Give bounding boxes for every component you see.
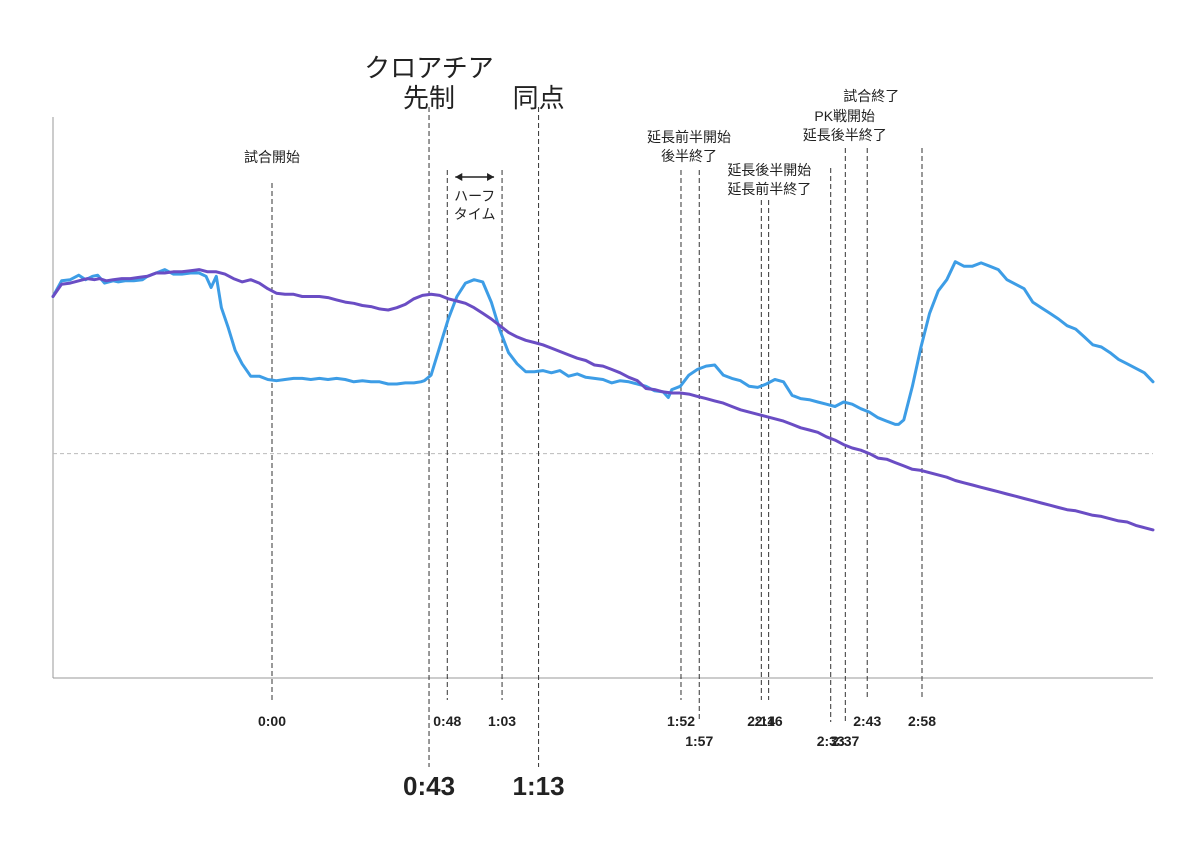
tick-label-4: 1:13 (513, 771, 565, 801)
half-time-label-0: ハーフ (454, 188, 495, 204)
half-time-label-1: タイム (454, 206, 496, 222)
annotation-5-line-1: 延長後半終了 (803, 127, 887, 143)
series-line-0 (51, 260, 1155, 426)
tick-label-1: 0:43 (403, 771, 455, 801)
annotation-3-line-0: 延長前半開始 (647, 129, 731, 145)
tick-label-3: 1:03 (488, 713, 516, 729)
tick-label-10: 2:37 (831, 733, 859, 749)
tick-label-11: 2:43 (853, 713, 881, 729)
event-markers: 0:00 0:43 0:48 1:03 1:13 1:52 1:57 2:142:16 2:33… (258, 107, 936, 801)
tick-label-2: 0:48 (433, 713, 461, 729)
tick-label-7: 2:14 (747, 713, 775, 729)
annotation-1-line-1: 先制 (403, 83, 455, 113)
tick-label-12: 2:58 (908, 713, 936, 729)
series-lines (51, 260, 1155, 532)
annotation-1-line-0: クロアチア (364, 53, 493, 83)
half-time-arrow-left (455, 173, 463, 181)
annotation-4-line-1: 延長前半終了 (727, 181, 811, 197)
tick-label-5: 1:52 (667, 713, 695, 729)
annotation-6-line-0: 試合終了 (843, 88, 899, 104)
annotation-3-line-1: 後半終了 (661, 148, 717, 164)
annotation-2-line-0: 同点 (513, 83, 565, 113)
tick-label-8: 2:16 (755, 713, 783, 729)
tick-label-6: 1:57 (685, 733, 713, 749)
tick-label-0: 0:00 (258, 713, 286, 729)
series-line-1 (51, 268, 1155, 532)
half-time-arrow-right (487, 173, 495, 181)
annotation-4-line-0: 延長後半開始 (727, 162, 811, 178)
tick-label-9: 2:33 (817, 733, 845, 749)
chart-axes (52, 117, 1153, 679)
annotation-5-line-0: PK戦開始 (814, 108, 875, 124)
annotation-0-line-0: 試合開始 (244, 149, 300, 165)
